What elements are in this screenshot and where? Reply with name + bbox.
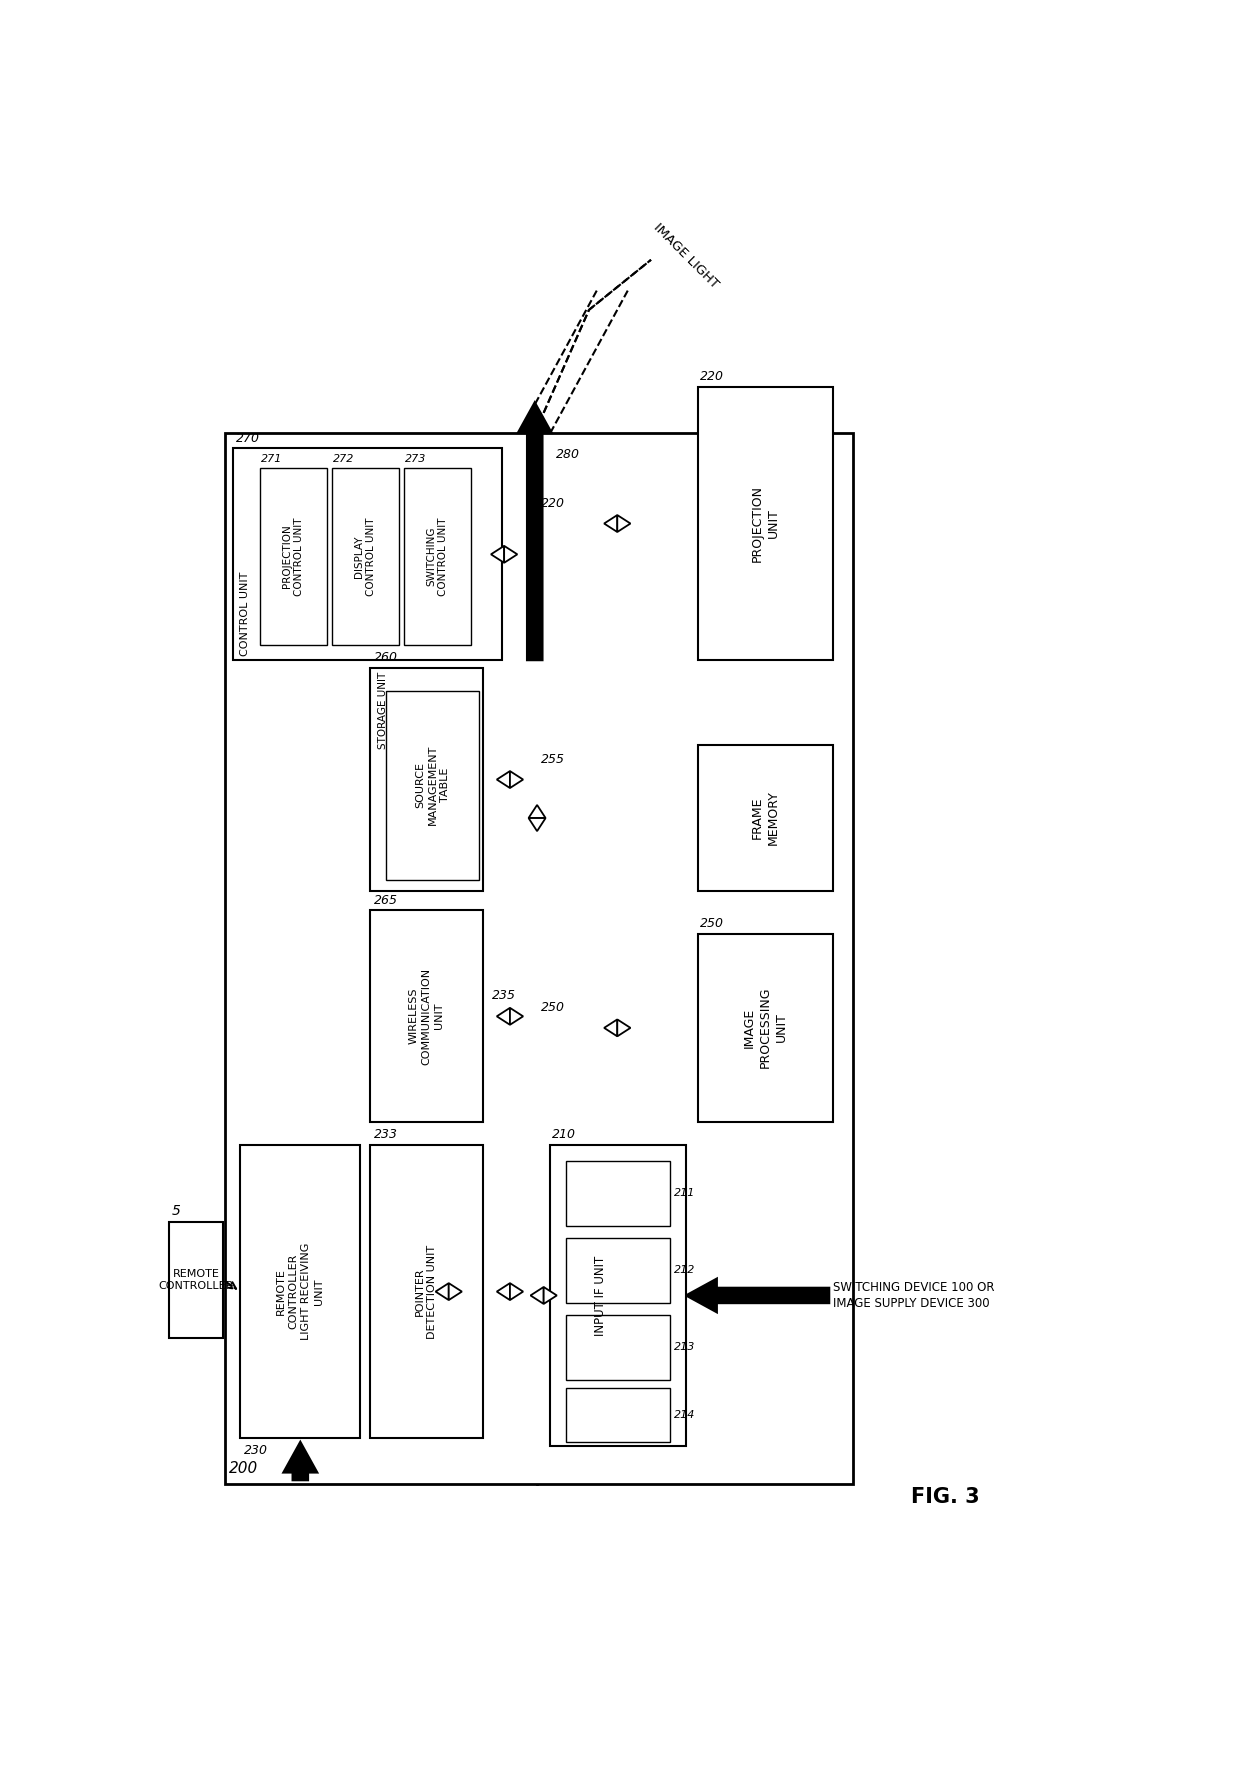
- Bar: [697, 744, 833, 892]
- Text: 265: 265: [374, 894, 398, 906]
- Text: WIRELESS
COMMUNICATION
UNIT: WIRELESS COMMUNICATION UNIT: [409, 967, 444, 1064]
- Text: FIG. 3: FIG. 3: [911, 1488, 980, 1508]
- Bar: [565, 1315, 671, 1380]
- Text: DISPLAY
CONTROL UNIT: DISPLAY CONTROL UNIT: [353, 516, 376, 596]
- Bar: [332, 468, 399, 644]
- Text: IMAGE LIGHT: IMAGE LIGHT: [651, 221, 720, 290]
- Polygon shape: [518, 402, 552, 660]
- Text: REMOTE
CONTROLLER
LIGHT RECEIVING
UNIT: REMOTE CONTROLLER LIGHT RECEIVING UNIT: [277, 1242, 324, 1340]
- Bar: [565, 1388, 671, 1442]
- Text: SWITCHING DEVICE 100 OR
IMAGE SUPPLY DEVICE 300: SWITCHING DEVICE 100 OR IMAGE SUPPLY DEV…: [833, 1282, 994, 1310]
- Text: 212: 212: [675, 1266, 696, 1276]
- Polygon shape: [528, 805, 546, 819]
- Polygon shape: [618, 514, 630, 532]
- Text: IMAGE
PROCESSING
UNIT: IMAGE PROCESSING UNIT: [743, 986, 787, 1068]
- Text: 233: 233: [374, 1129, 398, 1141]
- Polygon shape: [604, 1020, 618, 1036]
- Bar: [241, 1145, 361, 1438]
- Text: PROJECTION
UNIT: PROJECTION UNIT: [750, 484, 780, 562]
- Text: 250: 250: [541, 1000, 565, 1015]
- Bar: [224, 433, 853, 1485]
- Bar: [697, 933, 833, 1121]
- Text: 210: 210: [552, 1129, 575, 1141]
- Bar: [169, 1223, 223, 1339]
- Text: 213: 213: [675, 1342, 696, 1353]
- Bar: [565, 1237, 671, 1303]
- Polygon shape: [510, 1283, 523, 1299]
- Polygon shape: [531, 1287, 543, 1305]
- Text: 270: 270: [237, 431, 260, 445]
- Text: SOURCE
MANAGEMENT
TABLE: SOURCE MANAGEMENT TABLE: [415, 744, 450, 826]
- Polygon shape: [528, 819, 546, 831]
- Polygon shape: [283, 1442, 317, 1481]
- Polygon shape: [510, 771, 523, 789]
- Polygon shape: [449, 1283, 463, 1299]
- Bar: [404, 468, 471, 644]
- Polygon shape: [618, 1020, 630, 1036]
- Polygon shape: [497, 1283, 510, 1299]
- Bar: [259, 468, 327, 644]
- Polygon shape: [604, 514, 618, 532]
- Text: PROJECTION
CONTROL UNIT: PROJECTION CONTROL UNIT: [281, 516, 304, 596]
- Polygon shape: [497, 771, 510, 789]
- Bar: [697, 386, 833, 660]
- Polygon shape: [505, 546, 517, 562]
- Polygon shape: [686, 1278, 830, 1312]
- Text: 230: 230: [244, 1444, 268, 1458]
- Text: 255: 255: [541, 753, 565, 765]
- Text: 5: 5: [172, 1205, 181, 1219]
- Text: 211: 211: [675, 1189, 696, 1198]
- Text: 272: 272: [334, 454, 355, 465]
- Text: 235: 235: [492, 990, 516, 1002]
- Bar: [386, 691, 479, 879]
- Polygon shape: [543, 1287, 557, 1305]
- Text: REMOTE
CONTROLLER: REMOTE CONTROLLER: [159, 1269, 234, 1290]
- Text: POINTER
DETECTION UNIT: POINTER DETECTION UNIT: [415, 1244, 438, 1339]
- Text: 271: 271: [262, 454, 283, 465]
- Polygon shape: [497, 1007, 510, 1025]
- Text: FRAME
MEMORY: FRAME MEMORY: [750, 790, 780, 846]
- Text: SWITCHING
CONTROL UNIT: SWITCHING CONTROL UNIT: [425, 516, 449, 596]
- Text: 220: 220: [541, 497, 565, 509]
- Bar: [371, 910, 482, 1121]
- Text: INPUT IF UNIT: INPUT IF UNIT: [594, 1255, 608, 1335]
- Text: 250: 250: [699, 917, 724, 929]
- Bar: [371, 668, 482, 892]
- Text: CONTROL UNIT: CONTROL UNIT: [241, 571, 250, 657]
- Polygon shape: [491, 546, 505, 562]
- Text: 280: 280: [557, 449, 580, 461]
- Text: 214: 214: [675, 1410, 696, 1420]
- Text: 200: 200: [229, 1461, 259, 1476]
- Bar: [551, 1145, 686, 1445]
- Polygon shape: [510, 1007, 523, 1025]
- Bar: [565, 1161, 671, 1226]
- Text: STORAGE UNIT: STORAGE UNIT: [378, 671, 388, 749]
- Bar: [233, 449, 502, 660]
- Polygon shape: [435, 1283, 449, 1299]
- Text: 260: 260: [374, 651, 398, 664]
- Text: 220: 220: [699, 370, 724, 383]
- Bar: [371, 1145, 482, 1438]
- Text: 273: 273: [405, 454, 427, 465]
